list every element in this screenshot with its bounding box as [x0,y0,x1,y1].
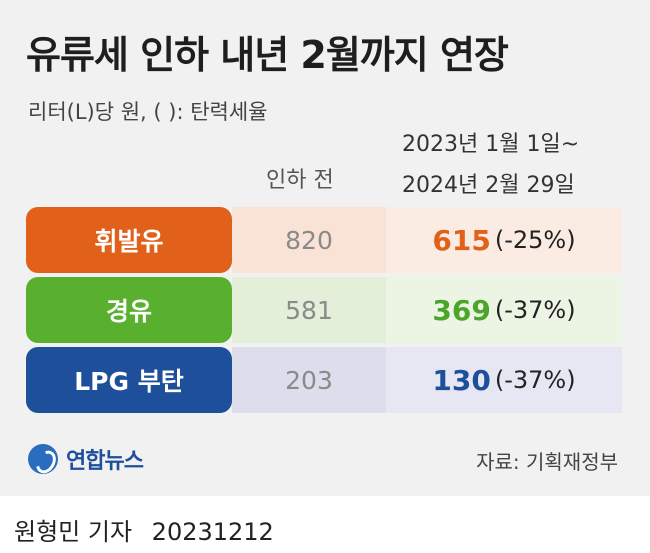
fuel-label: LPG 부탄 [26,347,232,413]
yonhap-logo: 연합뉴스 [28,443,144,475]
column-header-after: 2023년 1월 1일~ 2024년 2월 29일 [402,124,579,206]
price-after-value: 615 [432,223,491,257]
infographic-card: 유류세 인하 내년 2월까지 연장 리터(L)당 원, ( ): 탄력세율 인하… [0,0,650,496]
fuel-label: 휘발유 [26,207,232,273]
table-row: 경유 581 369 (-37%) [26,277,622,343]
tax-rate: (-25%) [494,226,576,254]
unit-note: 리터(L)당 원, ( ): 탄력세율 [28,100,268,124]
price-after-value: 369 [432,293,491,327]
fuel-label: 경유 [26,277,232,343]
tax-rate: (-37%) [494,366,576,394]
price-before: 203 [232,347,386,413]
source-note: 자료: 기획재정부 [476,450,618,474]
footer-credit: 원형민 기자 20231212 [14,512,274,547]
price-before: 581 [232,277,386,343]
yonhap-logo-icon [28,444,58,474]
publish-date: 20231212 [151,518,274,546]
byline: 원형민 기자 [14,518,133,546]
price-before: 820 [232,207,386,273]
logo-text: 연합뉴스 [66,449,144,474]
price-after: 130 (-37%) [386,347,622,413]
column-header-before: 인하 전 [266,168,334,193]
table-row: 휘발유 820 615 (-25%) [26,207,622,273]
price-after-value: 130 [432,363,491,397]
price-after: 369 (-37%) [386,277,622,343]
column-header-after-line1: 2023년 1월 1일~ [402,132,580,157]
price-after: 615 (-25%) [386,207,622,273]
page-title: 유류세 인하 내년 2월까지 연장 [26,33,509,77]
column-header-after-line2: 2024년 2월 29일 [402,173,575,198]
tax-rate: (-37%) [494,296,576,324]
table-row: LPG 부탄 203 130 (-37%) [26,347,622,413]
